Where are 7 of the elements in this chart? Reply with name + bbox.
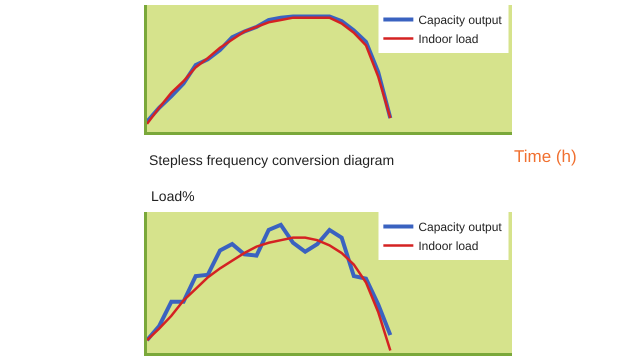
text: Stepless frequency conversion diagram: [149, 152, 394, 168]
legend-label: Indoor load: [418, 32, 478, 46]
y-axis-title: Load%: [151, 188, 195, 204]
legend-label: Capacity output: [418, 13, 502, 28]
x-axis-title: Time (h): [514, 147, 577, 166]
legend-label: Capacity output: [418, 220, 502, 234]
legend-label: Indoor load: [418, 239, 478, 254]
